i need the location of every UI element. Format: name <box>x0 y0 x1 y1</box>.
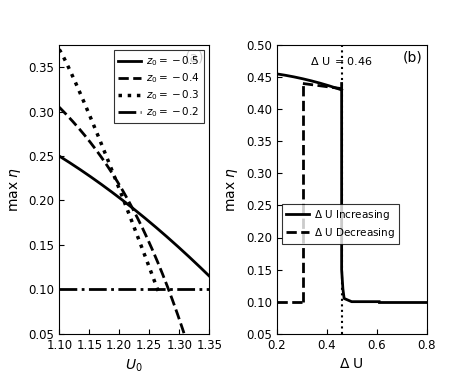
Y-axis label: max $\eta$: max $\eta$ <box>225 167 240 212</box>
X-axis label: $U_0$: $U_0$ <box>126 357 143 374</box>
Legend: $z_0 = -0.5$, $z_0 = -0.4$, $z_0 = -0.3$, $z_0 = -0.2$: $z_0 = -0.5$, $z_0 = -0.4$, $z_0 = -0.3$… <box>114 50 204 123</box>
X-axis label: $\Delta$ U: $\Delta$ U <box>339 357 364 371</box>
Legend: $\Delta$ U Increasing, $\Delta$ U Decreasing: $\Delta$ U Increasing, $\Delta$ U Decrea… <box>282 204 399 244</box>
Y-axis label: max $\eta$: max $\eta$ <box>8 167 23 212</box>
Text: $\Delta$ U $= 0.46$: $\Delta$ U $= 0.46$ <box>310 55 373 67</box>
Text: (a): (a) <box>185 51 205 65</box>
Text: (b): (b) <box>402 51 422 65</box>
